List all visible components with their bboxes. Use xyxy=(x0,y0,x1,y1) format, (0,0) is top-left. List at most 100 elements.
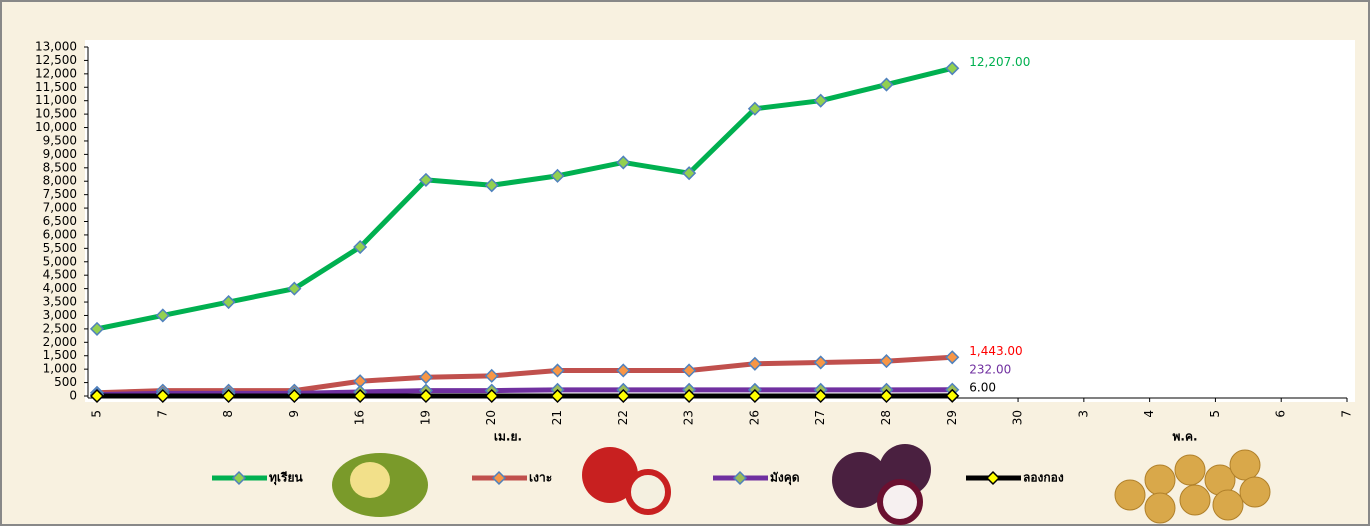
marker xyxy=(89,388,105,404)
legend-marker xyxy=(491,470,507,486)
y-tick-label: 8,000 xyxy=(43,174,77,188)
y-tick-label: 11,000 xyxy=(35,93,77,107)
x-tick-label: 23 xyxy=(682,410,696,425)
marker xyxy=(813,388,828,404)
legend-marker xyxy=(732,470,748,486)
y-tick-label: 0 xyxy=(69,389,77,403)
x-tick-label: 3 xyxy=(1076,410,1090,418)
x-group-label: พ.ค. xyxy=(1172,430,1197,444)
data-label: 12,207.00 xyxy=(969,55,1030,69)
y-tick-label: 7,000 xyxy=(43,201,77,215)
marker xyxy=(682,166,697,181)
marker xyxy=(287,281,302,296)
x-tick-label: 5 xyxy=(1208,410,1222,418)
marker xyxy=(813,355,828,370)
x-tick-label: 22 xyxy=(616,410,630,425)
marker xyxy=(155,308,170,323)
y-tick-label: 5,500 xyxy=(43,241,77,255)
marker xyxy=(287,388,302,404)
x-tick-label: 6 xyxy=(1274,410,1288,418)
marker xyxy=(747,388,762,404)
x-tick-label: 9 xyxy=(287,410,301,418)
marker xyxy=(747,356,762,371)
marker xyxy=(155,388,170,404)
y-tick-label: 6,000 xyxy=(43,227,77,241)
y-tick-label: 10,000 xyxy=(35,120,77,134)
marker xyxy=(945,388,960,403)
legend-marker xyxy=(985,470,1001,486)
x-tick-label: 7 xyxy=(1340,410,1354,418)
marker xyxy=(682,363,697,378)
x-tick-label: 5 xyxy=(90,410,104,418)
x-tick-label: 28 xyxy=(879,410,893,425)
legend-marker xyxy=(231,470,247,486)
marker xyxy=(813,93,828,108)
series-line xyxy=(96,387,953,398)
y-tick-label: 3,000 xyxy=(43,308,77,322)
marker xyxy=(418,370,434,385)
y-tick-label: 7,500 xyxy=(43,187,77,201)
fruit-icons xyxy=(332,444,1271,525)
x-tick-label: 26 xyxy=(747,410,761,425)
y-tick-label: 11,500 xyxy=(35,80,77,94)
marker xyxy=(747,101,762,116)
x-tick-label: 27 xyxy=(813,410,827,425)
marker xyxy=(484,368,499,383)
legend-label: ลองกอง xyxy=(1023,471,1064,485)
marker xyxy=(353,239,368,255)
x-group-label: เม.ย. xyxy=(494,430,522,444)
marker xyxy=(945,350,960,365)
y-tick-label: 8,500 xyxy=(43,160,77,174)
marker xyxy=(879,77,894,92)
marker xyxy=(616,363,631,378)
y-tick-label: 3,500 xyxy=(43,295,77,309)
data-label: 1,443.00 xyxy=(969,344,1022,358)
marker xyxy=(616,388,631,404)
y-tick-label: 500 xyxy=(54,375,77,389)
marker xyxy=(945,61,960,76)
marker xyxy=(484,388,499,404)
y-tick-label: 9,000 xyxy=(43,147,77,161)
y-tick-label: 9,500 xyxy=(43,133,77,147)
marker xyxy=(418,388,434,404)
data-label: 232.00 xyxy=(969,362,1011,376)
series-line xyxy=(96,354,953,396)
y-tick-label: 13,000 xyxy=(35,40,77,54)
y-tick-label: 5,000 xyxy=(43,254,77,268)
y-tick-label: 4,500 xyxy=(43,268,77,282)
y-tick-label: 4,000 xyxy=(43,281,77,295)
y-tick-label: 2,500 xyxy=(43,321,77,335)
y-tick-label: 10,500 xyxy=(35,107,77,121)
legend-label: มังคุด xyxy=(770,471,800,486)
marker xyxy=(879,354,894,369)
x-tick-label: 30 xyxy=(1011,410,1025,425)
marker xyxy=(221,388,236,404)
data-label: 6.00 xyxy=(969,380,996,394)
marker xyxy=(89,321,105,336)
x-tick-label: 16 xyxy=(353,410,367,425)
y-tick-label: 6,500 xyxy=(43,214,77,228)
marker xyxy=(418,172,434,187)
series-line xyxy=(96,65,953,332)
x-tick-label: 19 xyxy=(418,410,432,425)
plot-area xyxy=(85,40,1355,402)
x-tick-label: 21 xyxy=(550,410,564,425)
marker xyxy=(353,388,368,404)
y-tick-label: 1,500 xyxy=(43,348,77,362)
marker xyxy=(682,388,697,404)
x-tick-label: 8 xyxy=(221,410,235,418)
y-tick-label: 2,000 xyxy=(43,335,77,349)
marker xyxy=(550,388,565,404)
marker xyxy=(550,363,565,378)
marker xyxy=(879,388,894,404)
marker xyxy=(550,168,565,183)
x-tick-label: 20 xyxy=(484,410,498,425)
y-tick-label: 12,000 xyxy=(35,66,77,80)
marker xyxy=(484,178,499,193)
x-tick-label: 7 xyxy=(155,410,169,418)
x-tick-label: 4 xyxy=(1142,410,1156,418)
marker xyxy=(221,294,236,310)
legend-label: ทุเรียน xyxy=(269,471,303,486)
legend-label: เงาะ xyxy=(529,471,552,485)
